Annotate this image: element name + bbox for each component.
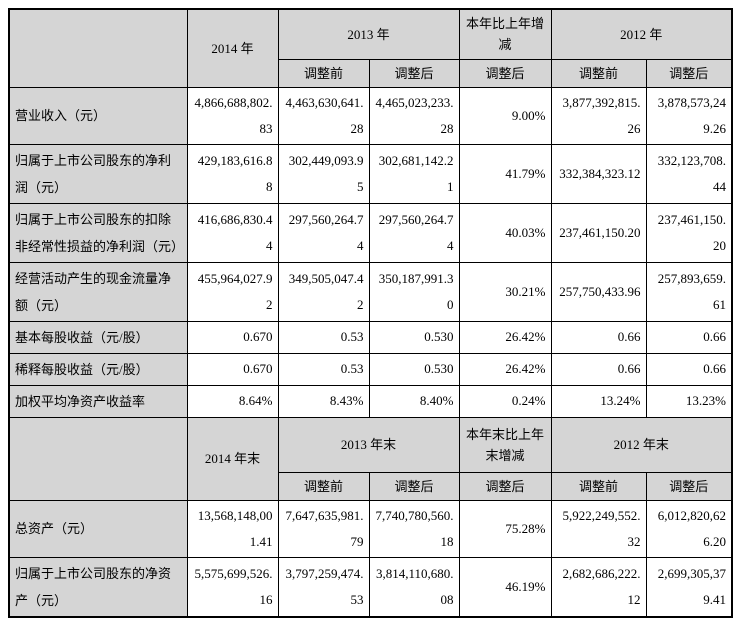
- cell-2014: 416,686,830.44: [186, 202, 279, 263]
- table-row-basic-eps: 基本每股收益（元/股） 0.670 0.53 0.530 26.42% 0.66…: [8, 320, 733, 354]
- cell-change: 0.24%: [458, 384, 552, 418]
- cell-2013-before: 297,560,264.74: [277, 202, 370, 263]
- section2-header-row1: 2014 年末 2013 年末 本年末比上年末增减 2012 年末: [8, 416, 733, 501]
- cell-2013-before: 4,463,630,641.28: [277, 86, 370, 145]
- subheader-2012-before: 调整前: [550, 58, 647, 88]
- cell-2013-after: 3,814,110,680.08: [368, 556, 460, 617]
- cell-change: 40.03%: [458, 202, 552, 263]
- cell-2014: 0.670: [186, 352, 279, 386]
- cell-2013-after: 8.40%: [368, 384, 460, 418]
- table-row-net-profit-excl-nonrecurring: 归属于上市公司股东的扣除非经常性损益的净利润（元） 416,686,830.44…: [8, 202, 733, 263]
- subheader-2013-before: 调整前: [277, 58, 370, 88]
- cell-2013-before: 0.53: [277, 352, 370, 386]
- cell-2012-before: 3,877,392,815.26: [550, 86, 647, 145]
- section1-header-row2: 调整前 调整后 调整后 调整前 调整后: [9, 58, 733, 88]
- subheader-2013-after: 调整后: [368, 471, 460, 501]
- row-label: 总资产（元）: [8, 499, 188, 558]
- financial-summary-table: 2014 年 2013 年 本年比上年增减 2012 年 调整前 调整后 调整后…: [8, 8, 733, 618]
- cell-2012-after: 0.66: [645, 352, 733, 386]
- row-label: 加权平均净资产收益率: [8, 384, 188, 418]
- cell-2012-before: 237,461,150.20: [550, 202, 647, 263]
- col-header-2014: 2014 年: [186, 8, 279, 88]
- cell-2012-before: 332,384,323.12: [550, 143, 647, 204]
- cell-change: 26.42%: [458, 352, 552, 386]
- table-row-operating-cash-flow: 经营活动产生的现金流量净额（元） 455,964,027.92 349,505,…: [8, 261, 733, 322]
- cell-2014: 455,964,027.92: [186, 261, 279, 322]
- table-row-weighted-avg-roe: 加权平均净资产收益率 8.64% 8.43% 8.40% 0.24% 13.24…: [8, 384, 733, 418]
- cell-2013-before: 8.43%: [277, 384, 370, 418]
- subheader-2012-after: 调整后: [645, 471, 733, 501]
- col-header-2013: 2013 年: [277, 8, 460, 60]
- table-row-net-profit: 归属于上市公司股东的净利润（元） 429,183,616.88 302,449,…: [8, 143, 733, 204]
- cell-2012-after: 6,012,820,626.20: [645, 499, 733, 558]
- cell-2013-after: 0.530: [368, 352, 460, 386]
- subheader-2013-before: 调整前: [277, 471, 370, 501]
- cell-2012-after: 3,878,573,249.26: [645, 86, 733, 145]
- table-row-net-assets: 归属于上市公司股东的净资产（元） 5,575,699,526.16 3,797,…: [8, 556, 733, 617]
- cell-2012-before: 2,682,686,222.12: [550, 556, 647, 617]
- cell-2014: 429,183,616.88: [186, 143, 279, 204]
- cell-2013-before: 302,449,093.95: [277, 143, 370, 204]
- cell-change: 75.28%: [458, 499, 552, 558]
- cell-2013-after: 350,187,991.30: [368, 261, 460, 322]
- col-header-2013-end: 2013 年末: [277, 416, 460, 473]
- cell-2013-after: 4,465,023,233.28: [368, 86, 460, 145]
- cell-2013-before: 349,505,047.42: [277, 261, 370, 322]
- cell-2014: 13,568,148,001.41: [186, 499, 279, 558]
- cell-2013-after: 302,681,142.21: [368, 143, 460, 204]
- cell-2013-after: 297,560,264.74: [368, 202, 460, 263]
- cell-change: 30.21%: [458, 261, 552, 322]
- cell-2012-after: 2,699,305,379.41: [645, 556, 733, 617]
- table-row-total-assets: 总资产（元） 13,568,148,001.41 7,647,635,981.7…: [8, 499, 733, 558]
- row-label: 归属于上市公司股东的净资产（元）: [8, 556, 188, 617]
- col-header-end-change: 本年末比上年末增减: [458, 416, 552, 473]
- corner-cell: [8, 416, 188, 501]
- col-header-2012-end: 2012 年末: [550, 416, 733, 473]
- row-label: 经营活动产生的现金流量净额（元）: [8, 261, 188, 322]
- cell-2013-before: 0.53: [277, 320, 370, 354]
- cell-2013-after: 7,740,780,560.18: [368, 499, 460, 558]
- cell-2013-after: 0.530: [368, 320, 460, 354]
- cell-2014: 4,866,688,802.83: [186, 86, 279, 145]
- cell-2012-before: 0.66: [550, 320, 647, 354]
- subheader-change-after: 调整后: [458, 58, 552, 88]
- cell-2012-before: 13.24%: [550, 384, 647, 418]
- row-label: 稀释每股收益（元/股）: [8, 352, 188, 386]
- cell-2012-after: 13.23%: [645, 384, 733, 418]
- subheader-2013-after: 调整后: [368, 58, 460, 88]
- col-header-2014-end: 2014 年末: [186, 416, 279, 501]
- cell-change: 41.79%: [458, 143, 552, 204]
- cell-2013-before: 7,647,635,981.79: [277, 499, 370, 558]
- row-label: 归属于上市公司股东的扣除非经常性损益的净利润（元）: [8, 202, 188, 263]
- cell-2013-before: 3,797,259,474.53: [277, 556, 370, 617]
- cell-2012-after: 257,893,659.61: [645, 261, 733, 322]
- cell-2014: 8.64%: [186, 384, 279, 418]
- subheader-change-after: 调整后: [458, 471, 552, 501]
- col-header-2012: 2012 年: [550, 8, 733, 60]
- row-label: 营业收入（元）: [8, 86, 188, 145]
- cell-2014: 5,575,699,526.16: [186, 556, 279, 617]
- subheader-2012-before: 调整前: [550, 471, 647, 501]
- cell-change: 46.19%: [458, 556, 552, 617]
- table-row-diluted-eps: 稀释每股收益（元/股） 0.670 0.53 0.530 26.42% 0.66…: [8, 352, 733, 386]
- subheader-2012-after: 调整后: [645, 58, 733, 88]
- section2-header-row2: 调整前 调整后 调整后 调整前 调整后: [9, 471, 733, 501]
- row-label: 基本每股收益（元/股）: [8, 320, 188, 354]
- section1-header-row1: 2014 年 2013 年 本年比上年增减 2012 年: [8, 8, 733, 88]
- cell-2014: 0.670: [186, 320, 279, 354]
- cell-change: 26.42%: [458, 320, 552, 354]
- col-header-change: 本年比上年增减: [458, 8, 552, 60]
- table-row-revenue: 营业收入（元） 4,866,688,802.83 4,463,630,641.2…: [8, 86, 733, 145]
- cell-2012-before: 5,922,249,552.32: [550, 499, 647, 558]
- cell-2012-after: 237,461,150.20: [645, 202, 733, 263]
- row-label: 归属于上市公司股东的净利润（元）: [8, 143, 188, 204]
- cell-change: 9.00%: [458, 86, 552, 145]
- corner-cell: [8, 8, 188, 88]
- cell-2012-after: 332,123,708.44: [645, 143, 733, 204]
- cell-2012-before: 257,750,433.96: [550, 261, 647, 322]
- cell-2012-after: 0.66: [645, 320, 733, 354]
- cell-2012-before: 0.66: [550, 352, 647, 386]
